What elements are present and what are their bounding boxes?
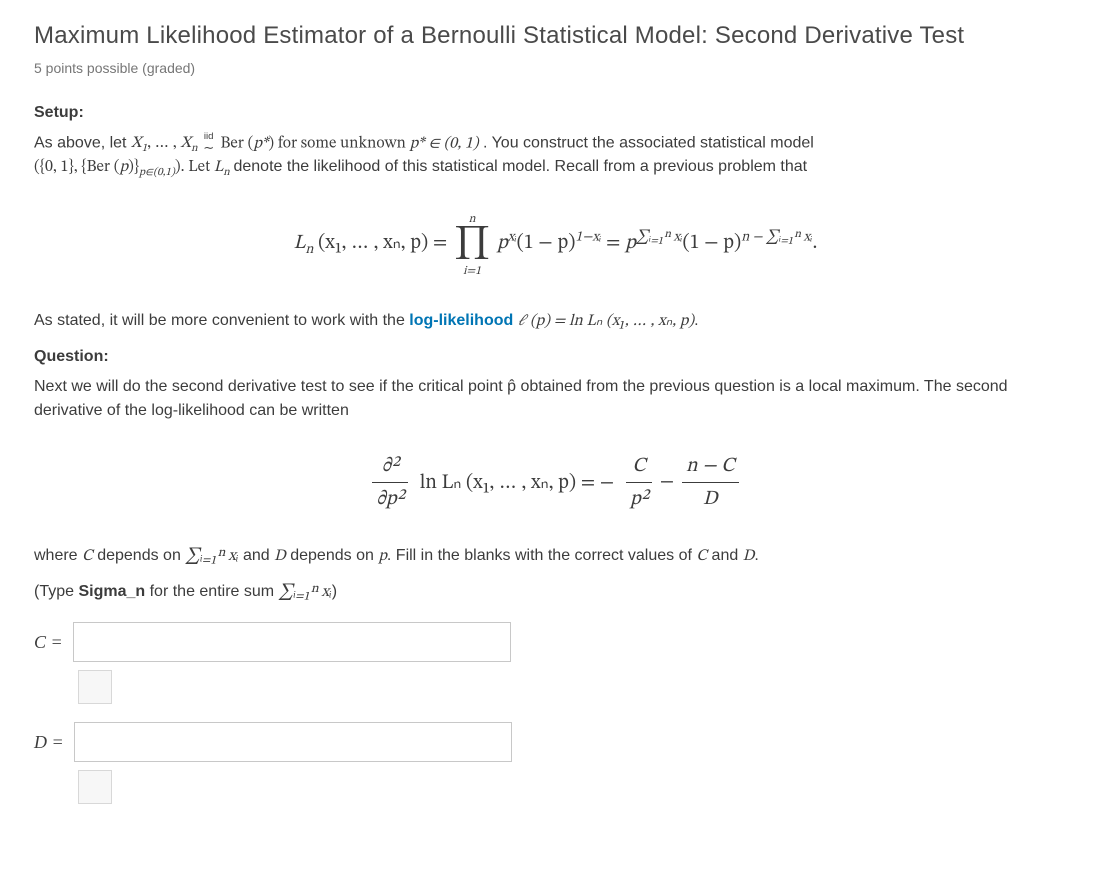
problem-container: Maximum Likelihood Estimator of a Bernou… (0, 0, 1111, 840)
iid-symbol: iid ∼ (203, 129, 214, 153)
log-likelihood-line: As stated, it will be more convenient to… (34, 309, 1077, 333)
log-likelihood-term: log-likelihood (409, 312, 513, 329)
math-ber: Ber (p*) for some unknown p* ∈ (0, 1) (220, 135, 478, 151)
hint-button-C[interactable] (78, 670, 112, 704)
answer-label-C: C = (34, 629, 63, 656)
equation-second-derivative: ∂² ∂p² ln Lₙ (x₁, … , xₙ, p) = − C p² − … (34, 451, 1077, 514)
setup-label: Setup: (34, 101, 1077, 125)
product-operator: n ∏ i=1 (454, 207, 490, 279)
partial-fraction: ∂² ∂p² (372, 451, 408, 514)
points-possible: 5 points possible (graded) (34, 58, 1077, 79)
text: . You construct the associated statistic… (483, 134, 814, 151)
setup-paragraph: As above, let X1, … , Xn iid ∼ Ber (p*) … (34, 131, 1077, 179)
problem-title: Maximum Likelihood Estimator of a Bernou… (34, 18, 1077, 54)
hint-button-D[interactable] (78, 770, 112, 804)
equation-likelihood: Ln (x₁, … , xₙ, p) = n ∏ i=1 pxᵢ(1 − p)1… (34, 207, 1077, 279)
type-hint-line: (Type Sigma_n for the entire sum ∑ᵢ₌₁ⁿ x… (34, 580, 1077, 604)
text: denote the likelihood of this statistica… (233, 158, 807, 175)
math-X1: X1, … , Xn (131, 135, 201, 151)
where-line: where C depends on ∑ᵢ₌₁ⁿ xᵢ and D depend… (34, 544, 1077, 568)
answer-input-C[interactable] (73, 622, 511, 662)
text: As above, let (34, 134, 131, 151)
answer-row-C: C = (34, 622, 1077, 662)
question-paragraph: Next we will do the second derivative te… (34, 375, 1077, 423)
fraction-nC-over-D: n − C D (682, 451, 739, 514)
question-label: Question: (34, 345, 1077, 369)
answer-row-D: D = (34, 722, 1077, 762)
fraction-C-over-p2: C p² (626, 451, 652, 514)
answer-label-D: D = (34, 729, 64, 756)
answer-input-D[interactable] (74, 722, 512, 762)
math-model: ({0, 1}, {Ber (p)}p∈(0,1)). Let Ln (34, 159, 233, 175)
